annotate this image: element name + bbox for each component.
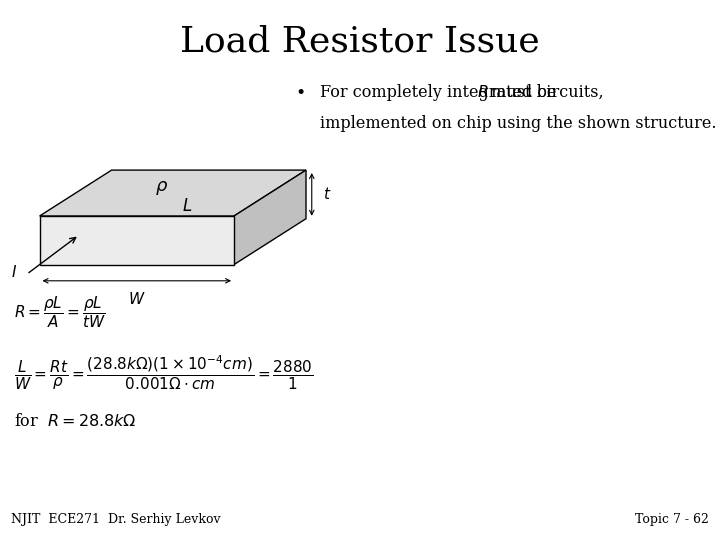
Text: $R$: $R$: [477, 84, 488, 100]
Polygon shape: [234, 170, 306, 265]
Text: must be: must be: [486, 84, 557, 100]
Text: for  $R = 28.8k\Omega$: for $R = 28.8k\Omega$: [14, 413, 137, 430]
Text: Load Resistor Issue: Load Resistor Issue: [180, 24, 540, 58]
Text: •: •: [295, 84, 305, 102]
Text: For completely integrated circuits,: For completely integrated circuits,: [320, 84, 609, 100]
Text: $t$: $t$: [323, 186, 331, 202]
Text: $L$: $L$: [182, 198, 192, 215]
Text: $\dfrac{L}{W} = \dfrac{Rt}{\rho} = \dfrac{(28.8k\Omega)(1\times10^{-4}cm)}{0.001: $\dfrac{L}{W} = \dfrac{Rt}{\rho} = \dfra…: [14, 354, 314, 392]
Text: $W$: $W$: [128, 291, 145, 307]
Text: implemented on chip using the shown structure.: implemented on chip using the shown stru…: [320, 115, 717, 132]
Text: Topic 7 - 62: Topic 7 - 62: [635, 514, 709, 526]
Text: $\rho$: $\rho$: [156, 179, 168, 197]
Polygon shape: [40, 216, 234, 265]
Text: $R = \dfrac{\rho L}{A} = \dfrac{\rho L}{tW}$: $R = \dfrac{\rho L}{A} = \dfrac{\rho L}{…: [14, 294, 106, 330]
Polygon shape: [40, 170, 306, 216]
Text: NJIT  ECE271  Dr. Serhiy Levkov: NJIT ECE271 Dr. Serhiy Levkov: [11, 514, 220, 526]
Text: $I$: $I$: [11, 264, 17, 280]
